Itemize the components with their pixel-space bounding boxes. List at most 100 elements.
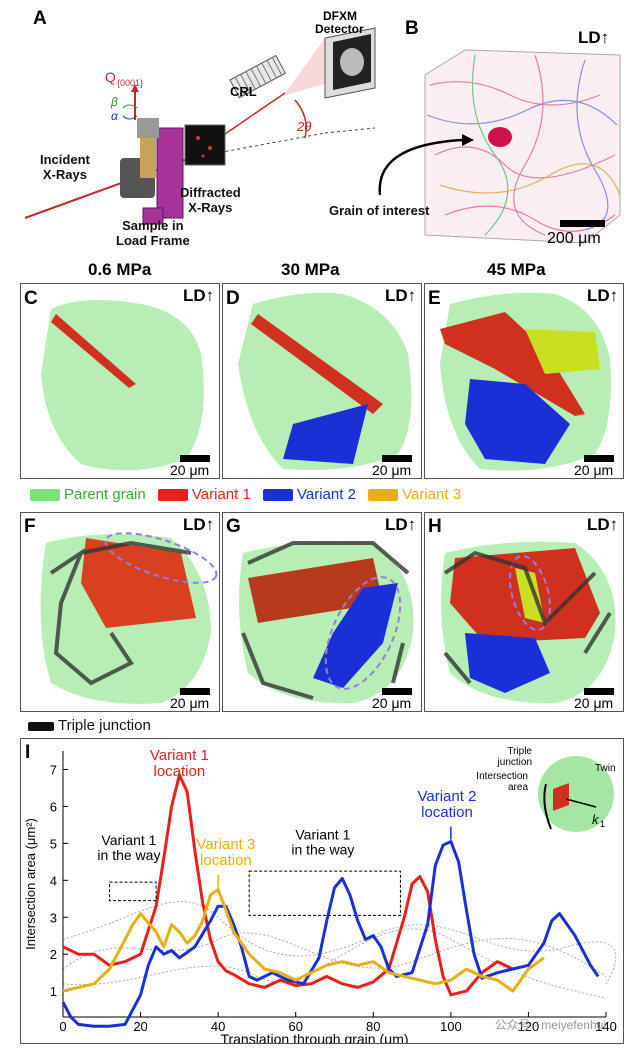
- panel-h: [424, 512, 624, 712]
- inset-k-subscript: 1: [600, 819, 605, 829]
- diffracted-label: Diffracted X-Rays: [180, 185, 241, 215]
- panel-e-render: [440, 292, 611, 471]
- inset-twin-label-1: Twin: [595, 763, 616, 774]
- inset-sphere: [538, 756, 614, 832]
- annotation-in-the-way-2-line-1: Variant 1: [295, 827, 350, 843]
- legend-item-variant1: Variant 1: [157, 486, 251, 503]
- panel-e: [424, 283, 624, 479]
- grain-of-interest-label: Grain of interest: [329, 203, 430, 218]
- panel-label-e: E: [428, 288, 441, 309]
- panel-c-render: [41, 300, 204, 471]
- watermark-text: 公众号 · meiyefenhui: [495, 1018, 606, 1032]
- panel-label-b: B: [405, 18, 419, 39]
- background-curve-3: [62, 928, 607, 999]
- ld-label-e: LD↑: [587, 286, 619, 305]
- panel-d: [222, 283, 422, 479]
- y-tick-label: 2: [50, 947, 57, 962]
- grain-of-interest-mark: [488, 127, 512, 147]
- panel-d-render: [238, 292, 412, 470]
- annotation-in-the-way-1-line-2: in the way: [97, 847, 160, 863]
- y-tick-label: 3: [50, 910, 57, 925]
- annotation-variant1-location-line-1: Variant 1: [150, 747, 209, 764]
- in-the-way-box-2: [248, 870, 401, 916]
- ld-label-f: LD↑: [183, 515, 215, 534]
- panel-f-render: [40, 532, 218, 704]
- sample-label: Sample in Load Frame: [116, 218, 190, 248]
- panel-g-render: [239, 541, 414, 704]
- x-tick-label: 100: [440, 1019, 462, 1034]
- x-tick-label: 60: [288, 1019, 302, 1034]
- triple-junction-swatch: [28, 721, 54, 731]
- panel-label-g: G: [226, 516, 241, 537]
- ld-label-g: LD↑: [385, 515, 417, 534]
- q-subscript: {0001}: [117, 78, 143, 88]
- series-line-2: [61, 840, 600, 1028]
- scale-text-b: 200 μm: [547, 230, 601, 247]
- background-curve-1: [62, 901, 617, 985]
- x-tick-label: 140: [595, 1019, 617, 1034]
- dfxm-detector: [324, 27, 376, 99]
- inset-intersection-label-1: Intersection: [476, 771, 528, 782]
- inset-twin-plane: [553, 783, 569, 811]
- annotation-variant2-location-line-2: location: [421, 804, 473, 821]
- ld-label-b: LD↑: [578, 28, 610, 47]
- crl-lens: [229, 54, 286, 99]
- panel-label-i: I: [25, 742, 31, 763]
- detector-label-2: Detector: [315, 22, 364, 36]
- annotation-variant2-location-line-1: Variant 2: [418, 788, 477, 805]
- panel-f: [20, 512, 220, 712]
- beta-label: β: [110, 95, 118, 109]
- column-header-3: 45 MPa: [487, 260, 546, 279]
- annotation-in-the-way-2-line-2: in the way: [291, 842, 354, 858]
- series-line-3: [62, 888, 545, 993]
- x-tick-label: 120: [518, 1019, 540, 1034]
- detector-label-1: DFXM: [323, 9, 357, 23]
- crl-label: CRL: [230, 84, 257, 99]
- scale-text-d: 20 μm: [372, 462, 412, 478]
- x-tick-label: 80: [366, 1019, 380, 1034]
- incident-label: Incident X-Rays: [40, 152, 90, 182]
- scale-bar-d: [382, 455, 412, 462]
- triple-junction-legend: Triple junction: [28, 717, 151, 734]
- load-frame: [120, 118, 184, 225]
- x-axis-label: Translation through grain (μm): [220, 1031, 408, 1044]
- scale-bar-g: [382, 688, 412, 695]
- intersection-chart: 0 20 40 60 80 100 120 140 1 2 3 4 5 6 7 Translation thr…: [23, 746, 617, 1044]
- scale-bar-h: [584, 688, 614, 695]
- panel-label-h: H: [428, 516, 442, 537]
- legend-item-parent: Parent grain: [30, 486, 146, 503]
- ld-label-h: LD↑: [587, 515, 619, 534]
- annotation-variant3-location-line-1: Variant 3: [196, 836, 255, 853]
- x-tick-label: 40: [211, 1019, 225, 1034]
- panel-label-d: D: [226, 288, 240, 309]
- inset-k-label: k: [592, 812, 600, 827]
- scale-text-g: 20 μm: [372, 695, 412, 711]
- y-tick-label: 6: [50, 799, 57, 814]
- inset-intersection-label-2: area: [508, 782, 528, 793]
- scale-text-c: 20 μm: [170, 462, 210, 478]
- y-axis-label: Intersection area (μm²): [23, 818, 38, 950]
- annotation-variant3-location-line-2: location: [200, 852, 252, 869]
- scale-text-h: 20 μm: [574, 695, 614, 711]
- legend-item-variant3: Variant 3: [368, 486, 461, 503]
- scale-text-f: 20 μm: [170, 695, 210, 711]
- y-tick-label: 4: [50, 873, 57, 888]
- ld-label-c: LD↑: [183, 286, 215, 305]
- column-header-1: 0.6 MPa: [88, 260, 152, 279]
- scale-bar-c: [180, 455, 210, 462]
- x-tick-label: 20: [133, 1019, 147, 1034]
- panel-c: [20, 283, 220, 479]
- y-tick-label: 7: [50, 762, 57, 777]
- scale-bar-b: [560, 220, 605, 227]
- y-tick-label: 1: [50, 984, 57, 999]
- panel-label-c: C: [24, 288, 38, 309]
- panel-a-schematic: 2θ CRL DFXM Detector Q {0001} β α: [25, 9, 376, 225]
- legend: Parent grain Variant 1 Variant 2 Variant…: [30, 486, 461, 503]
- inset-triple-junction-line: [543, 783, 552, 830]
- grain-volume: [424, 49, 621, 244]
- column-header-2: 30 MPa: [281, 260, 340, 279]
- legend-item-variant2: Variant 2: [263, 486, 356, 503]
- inset-triple-label-2: junction: [497, 757, 532, 768]
- inset-triple-label-1: Triple: [507, 746, 532, 757]
- alpha-label: α: [111, 109, 119, 123]
